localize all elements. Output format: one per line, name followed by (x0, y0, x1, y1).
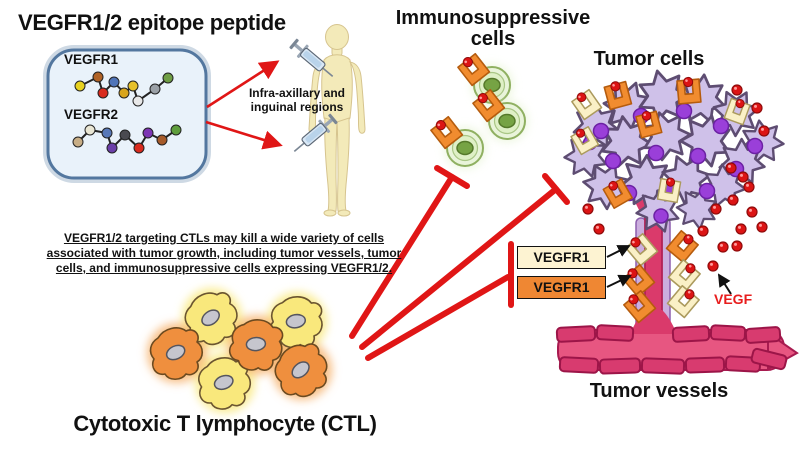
ctl-cells (149, 288, 334, 413)
inhibition-line-immunosuppressive (349, 165, 470, 339)
injection-arrow-upper (206, 60, 280, 109)
inhibition-line-tumor-vessels (365, 241, 514, 361)
immunosuppressive-cells-label: Immunosuppressive cells (395, 7, 591, 50)
peptide-box (43, 45, 211, 183)
peptide-chain-vegfr1 (74, 71, 174, 107)
human-figure (308, 24, 366, 217)
arrow-vegf (717, 273, 732, 295)
description-line: cells, and immunosuppressive cells expre… (55, 261, 393, 275)
injection-arrow-lower (205, 120, 283, 150)
immunosuppressive-cells (429, 52, 528, 169)
injection-site-label: Infra-axillary and inguinal regions (248, 86, 346, 114)
vegfr1-box-orange: VEGFR1 (517, 276, 606, 299)
tumor-cells-label: Tumor cells (593, 48, 705, 70)
immunosuppressive-cell (429, 115, 486, 169)
pointer-arrows (606, 245, 732, 295)
ctl-label: Cytotoxic T lymphocyte (CTL) (73, 411, 377, 436)
inhibition-lines (349, 165, 570, 361)
ctl-cluster (147, 288, 334, 413)
vegfr-receptor-icon (668, 284, 701, 318)
injection-arrows (205, 60, 283, 150)
vegfr-receptor-icon (669, 258, 702, 292)
peptide-chain-vegfr2 (72, 124, 182, 154)
description-line: VEGFR1/2 targeting CTLs may kill a wide … (63, 231, 385, 245)
vessel-endothelial-bricks (555, 324, 788, 375)
page-title: VEGFR1/2 epitope peptide (18, 10, 286, 35)
tumor-vessels-label: Tumor vessels (589, 380, 729, 402)
arrow-vegfr1-cream (606, 245, 631, 258)
vegfr-receptor-icon (667, 229, 700, 263)
arrow-vegfr1-orange (606, 274, 632, 288)
description-paragraph: VEGFR1/2 targeting CTLs may kill a wide … (43, 231, 405, 276)
vegf-label: VEGF (714, 291, 753, 307)
vegfr1-box-cream: VEGFR1 (517, 246, 606, 269)
peptide-vegfr1-label: VEGFR1 (64, 52, 119, 67)
description-line: associated with tumor growth, including … (46, 246, 402, 260)
inhibition-line-tumor-cells (359, 173, 570, 350)
peptide-vegfr2-label: VEGFR2 (64, 107, 119, 122)
